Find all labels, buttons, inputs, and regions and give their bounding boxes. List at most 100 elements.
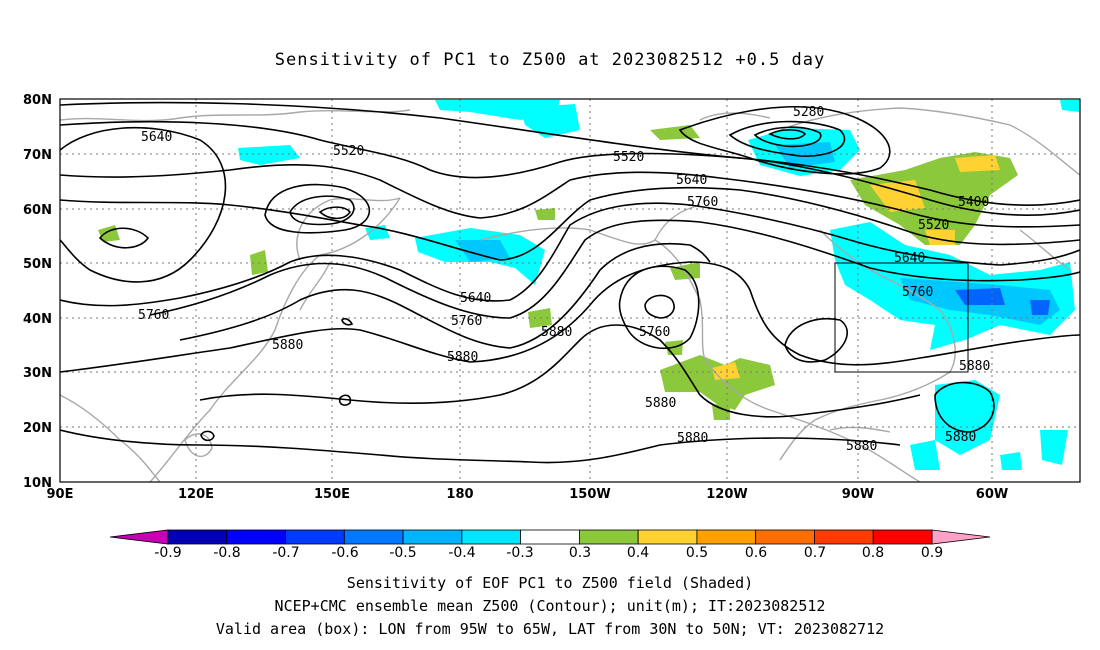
lat-label: 40N <box>23 312 52 327</box>
shade-region <box>238 145 300 165</box>
valid-area-box <box>834 262 969 373</box>
colorbar-swatch <box>520 529 580 545</box>
lon-label: 150E <box>314 487 350 502</box>
shade-region <box>1040 430 1068 465</box>
contour-label: 5880 <box>447 350 478 365</box>
height-contours <box>60 101 1080 464</box>
latitude-labels: 80N 70N 60N 50N 40N 30N 20N 10N <box>23 93 52 491</box>
shade-region <box>650 125 700 140</box>
longitude-labels: 90E 120E 150E 180 150W 120W 90W 60W <box>47 487 1009 502</box>
colorbar-swatch <box>578 529 639 545</box>
shade-region <box>455 240 510 262</box>
shade-region <box>1030 300 1050 315</box>
caption-line-1: Sensitivity of EOF PC1 to Z500 field (Sh… <box>346 574 754 592</box>
lat-label: 50N <box>23 257 52 272</box>
colorbar-swatch <box>402 529 463 545</box>
shade-region <box>660 355 775 410</box>
contour-label: 5400 <box>958 195 989 210</box>
colorbar-label: -0.5 <box>389 545 416 561</box>
contour-label: 5640 <box>894 251 925 266</box>
contour-label: 5880 <box>541 325 572 340</box>
shade-region <box>1000 452 1022 470</box>
contour-label: 5880 <box>645 396 676 411</box>
contour-label: 5640 <box>676 173 707 188</box>
lon-label: 120E <box>178 487 214 502</box>
lon-label: 90E <box>47 487 74 502</box>
shade-region <box>535 208 555 220</box>
colorbar-swatch <box>637 529 698 545</box>
coastlines <box>60 107 1080 482</box>
colorbar-swatch <box>696 529 757 545</box>
colorbar: -0.9 -0.8 -0.7 -0.6 -0.5 -0.4 -0.3 0.3 0… <box>109 529 991 561</box>
contour-label: 5640 <box>141 130 172 145</box>
colorbar-label: -0.4 <box>448 545 475 561</box>
colorbar-label: -0.6 <box>331 545 358 561</box>
contour-label: 5520 <box>333 144 364 159</box>
shade-region <box>870 180 925 212</box>
contour-label: 5880 <box>846 439 877 454</box>
lat-label: 70N <box>23 148 52 163</box>
colorbar-label: -0.3 <box>506 545 533 561</box>
colorbar-swatch <box>461 529 522 545</box>
colorbar-label: -0.7 <box>272 545 299 561</box>
contour-label: 5880 <box>677 431 708 446</box>
lon-label: 180 <box>446 487 473 502</box>
sensitivity-shading <box>98 100 1080 470</box>
lon-label: 120W <box>706 487 747 502</box>
lon-label: 150W <box>569 487 610 502</box>
lat-label: 80N <box>23 93 52 108</box>
shade-region <box>955 155 1000 172</box>
colorbar-right-arrow <box>931 529 991 545</box>
shade-region <box>712 362 740 380</box>
colorbar-swatch <box>343 529 404 545</box>
colorbar-label: 0.5 <box>686 545 708 561</box>
colorbar-swatch <box>167 529 228 545</box>
colorbar-label: 0.8 <box>862 545 884 561</box>
colorbar-swatch <box>755 529 815 545</box>
lat-label: 60N <box>23 203 52 218</box>
shade-region <box>1060 100 1080 112</box>
shade-region <box>935 380 1000 455</box>
contour-label: 5280 <box>793 105 824 120</box>
contour-label: 5880 <box>945 430 976 445</box>
map-frame <box>59 98 1081 483</box>
shade-region <box>775 142 835 168</box>
contour-label: 5520 <box>613 150 644 165</box>
contour-label: 5880 <box>959 359 990 374</box>
contour-label: 5640 <box>460 291 491 306</box>
contour-label: 5760 <box>451 314 482 329</box>
chart-title: Sensitivity of PC1 to Z500 at 2023082512… <box>274 50 826 70</box>
colorbar-swatch <box>814 529 874 545</box>
colorbar-label: 0.3 <box>569 545 591 561</box>
colorbar-label: -0.9 <box>154 545 181 561</box>
grid-lines <box>60 99 1080 482</box>
colorbar-swatch <box>285 529 345 545</box>
colorbar-label: -0.8 <box>213 545 240 561</box>
lat-label: 20N <box>23 421 52 436</box>
colorbar-label: 0.7 <box>804 545 826 561</box>
shade-region <box>910 440 940 470</box>
colorbar-labels: -0.9 -0.8 -0.7 -0.6 -0.5 -0.4 -0.3 0.3 0… <box>154 545 943 561</box>
contour-label: 5880 <box>272 338 303 353</box>
colorbar-label: 0.6 <box>745 545 767 561</box>
lon-label: 60W <box>976 487 1008 502</box>
colorbar-swatch <box>872 529 933 545</box>
contour-label: 5760 <box>138 308 169 323</box>
colorbar-swatch <box>226 529 286 545</box>
contour-labels: 5640 5520 5280 5520 5640 5760 5400 5520 … <box>138 105 990 454</box>
shade-region <box>520 104 580 138</box>
caption-line-3: Valid area (box): LON from 95W to 65W, L… <box>215 620 885 638</box>
caption-line-2: NCEP+CMC ensemble mean Z500 (Contour); u… <box>274 597 826 615</box>
shade-region <box>850 152 1018 245</box>
contour-label: 5520 <box>918 218 949 233</box>
contour-label: 5760 <box>687 195 718 210</box>
lat-label: 10N <box>23 476 52 491</box>
colorbar-label: 0.4 <box>627 545 649 561</box>
colorbar-label: 0.9 <box>921 545 943 561</box>
lon-label: 90W <box>842 487 874 502</box>
contour-label: 5760 <box>639 325 670 340</box>
map-panel: 5640 5520 5280 5520 5640 5760 5400 5520 … <box>23 93 1081 561</box>
lat-label: 30N <box>23 366 52 381</box>
contour-label: 5760 <box>902 285 933 300</box>
colorbar-left-arrow <box>109 529 169 545</box>
